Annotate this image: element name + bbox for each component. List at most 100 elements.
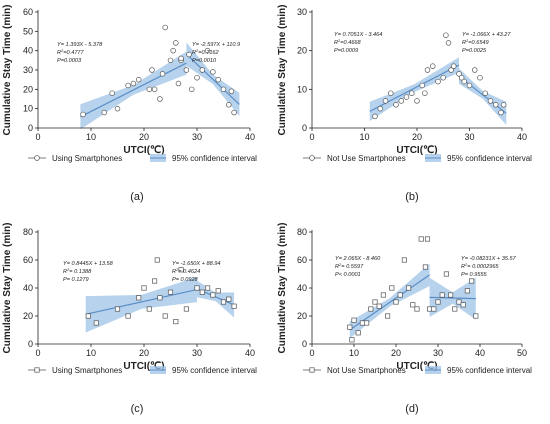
y-tick-label: 40 xyxy=(23,283,33,293)
data-point xyxy=(380,292,386,298)
x-tick-label: 0 xyxy=(309,348,314,358)
legend-points-marker xyxy=(34,155,40,161)
data-point xyxy=(500,102,507,108)
data-point xyxy=(377,105,384,112)
data-point xyxy=(422,90,428,96)
data-point xyxy=(194,74,200,81)
y-tick-label: 10 xyxy=(297,84,307,94)
fit-annotation: R2=0.7162 xyxy=(192,48,220,56)
y-tick-label: 20 xyxy=(23,311,33,321)
fit-annotation: P= 0.0928 xyxy=(172,277,199,283)
data-point xyxy=(493,102,499,108)
data-point xyxy=(199,67,206,73)
fit-annotation: R2=0.6549 xyxy=(462,38,489,46)
data-point xyxy=(443,271,449,277)
data-point xyxy=(125,313,131,319)
fit-annotation: R2=0.4777 xyxy=(57,48,85,56)
data-point xyxy=(93,320,99,326)
data-point xyxy=(167,57,174,64)
fit-annotation: Y= 0.8445X + 13.58 xyxy=(63,261,114,267)
fit-annotation: R2= 0.4624 xyxy=(172,267,200,275)
legend-points-label: Not Use Smartphones xyxy=(327,366,406,375)
data-point xyxy=(439,292,445,298)
y-tick-label: 0 xyxy=(302,339,307,349)
confidence-band-2 xyxy=(429,277,476,320)
fit-line-1 xyxy=(369,64,460,112)
data-point xyxy=(149,67,155,73)
x-tick-label: 20 xyxy=(139,132,149,142)
data-point xyxy=(101,109,107,116)
legend-points-marker xyxy=(309,367,315,373)
data-point xyxy=(359,320,365,326)
data-point xyxy=(130,80,137,87)
data-point xyxy=(162,313,168,319)
x-tick-label: 10 xyxy=(86,132,96,142)
x-axis-label: UTCI(℃) xyxy=(123,145,164,156)
data-point xyxy=(472,67,478,73)
data-point xyxy=(398,98,405,104)
data-point xyxy=(157,96,163,102)
data-point xyxy=(178,55,184,62)
data-point xyxy=(435,299,441,305)
data-point xyxy=(401,257,407,263)
x-tick-label: 30 xyxy=(192,348,202,358)
data-point xyxy=(173,40,179,46)
x-tick-label: 0 xyxy=(309,132,314,142)
legend-points-label: Not Use Smartphones xyxy=(327,154,406,163)
data-point xyxy=(205,285,211,291)
data-point xyxy=(183,67,190,73)
fit-annotation: P=0.0009 xyxy=(334,48,358,54)
data-point xyxy=(178,267,184,273)
data-point xyxy=(451,63,457,69)
x-tick-label: 30 xyxy=(464,132,474,142)
data-point xyxy=(477,74,483,81)
data-point xyxy=(469,278,475,284)
data-point xyxy=(226,102,232,108)
data-point xyxy=(466,82,473,89)
y-tick-label: 40 xyxy=(297,283,307,293)
data-point xyxy=(173,319,179,325)
data-point xyxy=(456,299,462,305)
data-point xyxy=(188,86,195,93)
y-tick-label: 10 xyxy=(23,104,33,114)
fit-annotation: Y= -1.066X + 43.27 xyxy=(462,32,511,38)
confidence-band-1 xyxy=(369,57,459,122)
x-axis-label: UTCI(℃) xyxy=(123,361,164,372)
x-tick-label: 10 xyxy=(86,348,96,358)
data-point xyxy=(464,288,470,294)
y-axis-label: Cumulative Stay Time (min) xyxy=(2,223,13,354)
data-point xyxy=(215,288,221,294)
panel-3: 0 10 20 30 40 0 20 40 60 80 Cumulative Stay Time (… xyxy=(2,223,257,415)
data-point xyxy=(231,109,237,116)
data-point xyxy=(397,292,403,298)
data-point xyxy=(456,71,462,77)
y-tick-label: 20 xyxy=(297,46,307,56)
panel-label: (c) xyxy=(131,403,144,415)
data-point xyxy=(125,82,131,89)
data-point xyxy=(159,71,166,77)
legend-band-label: 95% confidence interval xyxy=(447,366,532,375)
data-point xyxy=(154,257,160,263)
data-point xyxy=(220,299,227,305)
data-point xyxy=(136,295,142,301)
data-point xyxy=(368,306,374,312)
data-point xyxy=(141,285,147,291)
data-point xyxy=(349,337,355,343)
panel-label: (b) xyxy=(405,191,418,203)
x-tick-label: 20 xyxy=(412,132,422,142)
y-tick-label: 80 xyxy=(23,227,33,237)
data-point xyxy=(376,303,382,309)
y-tick-label: 60 xyxy=(23,7,33,17)
data-point xyxy=(135,76,142,83)
panel-4: 0 10 20 30 40 50 0 20 40 60 80 Cumulative Stay Time… xyxy=(277,223,532,415)
data-point xyxy=(452,306,458,312)
fit-annotation: P= 0.1279 xyxy=(63,277,89,283)
data-point xyxy=(443,32,449,38)
data-point xyxy=(151,86,158,93)
data-point xyxy=(445,40,452,46)
y-tick-label: 30 xyxy=(23,65,33,75)
fit-annotation: R2= 0.0002965 xyxy=(461,262,499,270)
data-point xyxy=(114,105,121,112)
data-point xyxy=(347,324,353,330)
data-point xyxy=(448,67,454,73)
